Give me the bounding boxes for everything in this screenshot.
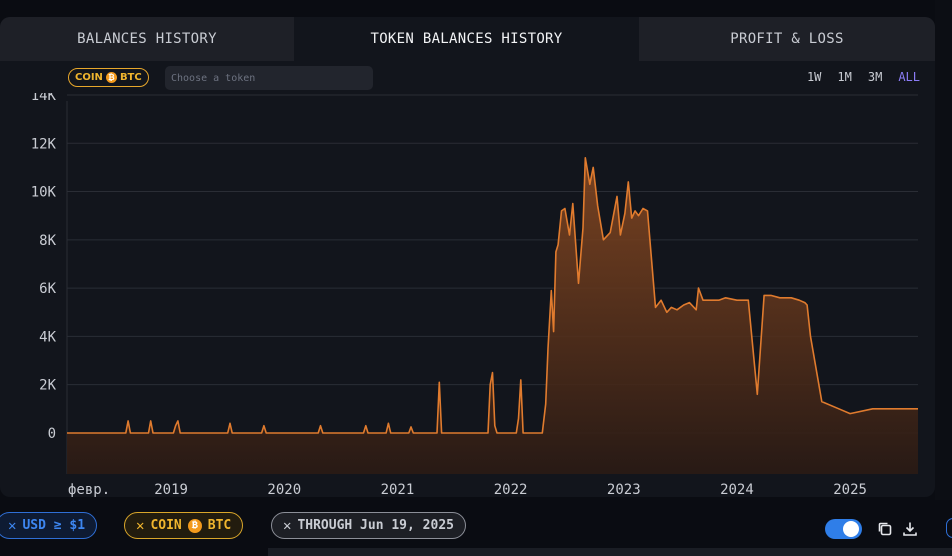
download-icon[interactable]: [901, 520, 919, 538]
coin-chip-prefix: COIN: [75, 72, 103, 83]
range-selector: 1W 1M 3M ALL: [807, 70, 920, 84]
x-tick-label: 2025: [833, 482, 867, 497]
usd-filter-pill[interactable]: ✕ USD ≥ $1: [0, 512, 98, 539]
x-tick-label: 2021: [381, 482, 415, 497]
bitcoin-icon: ₿: [105, 72, 117, 83]
tab-profit-loss[interactable]: PROFIT & LOSS: [639, 17, 935, 61]
y-tick-label: 12K: [31, 136, 57, 152]
y-tick-label: 14K: [31, 93, 57, 104]
series-line: [67, 157, 918, 434]
close-icon[interactable]: ✕: [8, 517, 17, 534]
copy-icon[interactable]: [876, 520, 894, 538]
token-balance-chart: 0 2K 4K 6K 8K 10K 12K 14K февр. 2019 2020 2021 2022 2…: [31, 88, 918, 497]
y-tick-label: 4K: [39, 329, 56, 345]
token-search-input[interactable]: [165, 66, 373, 90]
token-balances-panel: BALANCES HISTORY TOKEN BALANCES HISTORY …: [0, 17, 935, 497]
page-gutter: [935, 0, 952, 500]
range-1w[interactable]: 1W: [806, 70, 822, 84]
range-3m[interactable]: 3M: [867, 70, 883, 84]
y-tick-label: 0: [48, 426, 56, 442]
tab-bar: BALANCES HISTORY TOKEN BALANCES HISTORY …: [0, 17, 935, 61]
chart-controls: COIN ₿ BTC 1W 1M 3M ALL: [0, 65, 935, 93]
coin-pill-prefix: COIN: [150, 518, 182, 533]
bottom-strip: [268, 548, 952, 556]
y-tick-label: 6K: [39, 281, 56, 297]
balance-chart-area: 0 2K 4K 6K 8K 10K 12K 14K февр. 2019 2020 2021 2022 2…: [0, 88, 935, 497]
coin-filter-chip[interactable]: COIN ₿ BTC: [68, 68, 149, 87]
x-tick-label: 2022: [494, 482, 528, 497]
range-1m[interactable]: 1M: [837, 70, 852, 84]
close-icon[interactable]: ✕: [136, 517, 145, 534]
close-icon[interactable]: ✕: [283, 517, 292, 534]
active-filters-bar: ✕ USD ≥ $1 ✕ COIN ₿ BTC ✕ THROUGH Jun 19…: [0, 510, 952, 542]
y-tick-label: 2K: [39, 378, 56, 394]
through-date-label: THROUGH Jun 19, 2025: [297, 518, 454, 533]
tab-balances-history[interactable]: BALANCES HISTORY: [0, 17, 294, 61]
x-tick-label: февр.: [68, 482, 110, 497]
series-area-fill: [67, 157, 918, 475]
toggle-knob: [843, 521, 859, 537]
coin-filter-pill[interactable]: ✕ COIN ₿ BTC: [124, 512, 244, 539]
range-all[interactable]: ALL: [898, 70, 920, 84]
coin-pill-symbol: BTC: [207, 518, 232, 533]
x-tick-label: 2024: [720, 482, 754, 497]
x-tick-label: 2019: [154, 482, 188, 497]
y-tick-label: 10K: [31, 185, 57, 201]
tab-token-balances-history[interactable]: TOKEN BALANCES HISTORY: [294, 17, 639, 61]
through-date-pill[interactable]: ✕ THROUGH Jun 19, 2025: [271, 512, 466, 539]
usd-filter-label: USD ≥ $1: [22, 518, 86, 533]
edge-control[interactable]: [946, 518, 952, 538]
bitcoin-icon: ₿: [187, 518, 202, 533]
x-tick-label: 2020: [267, 482, 301, 497]
display-toggle[interactable]: [825, 519, 862, 539]
y-tick-label: 8K: [39, 233, 56, 249]
x-tick-label: 2023: [607, 482, 641, 497]
coin-chip-symbol: BTC: [119, 72, 142, 83]
